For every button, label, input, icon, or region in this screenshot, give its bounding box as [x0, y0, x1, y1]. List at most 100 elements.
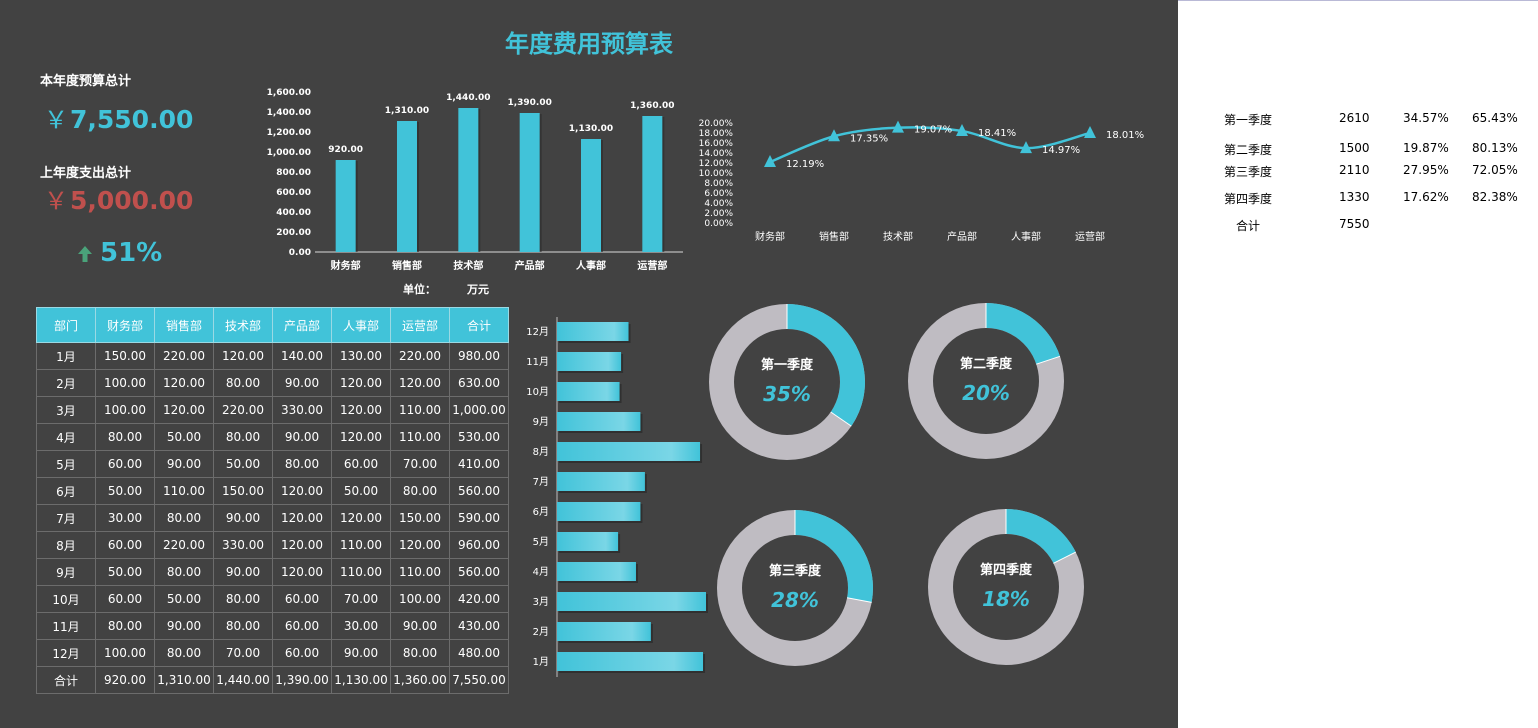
- table-cell: 1,130.00: [331, 666, 391, 694]
- quarter-value: 1330: [1339, 190, 1370, 204]
- table-cell: 980.00: [449, 342, 509, 370]
- table-cell: 110.00: [331, 531, 391, 559]
- quarter-donut-chart: [717, 510, 873, 666]
- bar: [557, 532, 619, 551]
- table-cell: 120.00: [154, 369, 214, 397]
- y-tick-label: 1月: [533, 656, 549, 668]
- donut-quarter-label: 第一季度: [760, 358, 813, 373]
- donut-percentage: 18%: [982, 587, 1030, 611]
- table-cell: 12月: [36, 639, 96, 667]
- table-cell: 50.00: [331, 477, 391, 505]
- donut-divider: [830, 411, 852, 427]
- table-cell: 50.00: [95, 558, 155, 586]
- table-cell: 50.00: [95, 477, 155, 505]
- table-cell: 90.00: [272, 423, 332, 451]
- bar: [557, 322, 629, 341]
- table-cell: 90.00: [154, 612, 214, 640]
- y-tick-label: 12月: [526, 326, 549, 338]
- y-tick-label: 11月: [526, 356, 549, 368]
- table-cell: 70.00: [390, 450, 450, 478]
- bar-data-label: 1,440.00: [446, 93, 490, 103]
- table-cell: 1,440.00: [213, 666, 273, 694]
- table-cell: 110.00: [331, 558, 391, 586]
- table-header-row: 部门 财务部 销售部 技术部 产品部 人事部 运营部 合计: [36, 307, 509, 343]
- table-cell: 70.00: [213, 639, 273, 667]
- quarter-value: 34.57%: [1403, 111, 1449, 125]
- donut-percentage: 35%: [763, 382, 811, 406]
- table-cell: 6月: [36, 477, 96, 505]
- donut-segment: [795, 510, 873, 603]
- unit-value: 万元: [467, 283, 489, 296]
- bar: [557, 622, 651, 641]
- quarter-name: 合计: [1236, 219, 1261, 233]
- table-cell: 11月: [36, 612, 96, 640]
- bar: [557, 382, 620, 401]
- point-data-label: 18.01%: [1106, 130, 1144, 141]
- table-cell: 220.00: [154, 531, 214, 559]
- table-cell: 150.00: [95, 342, 155, 370]
- bar-data-label: 1,310.00: [385, 106, 429, 116]
- triangle-marker: [892, 120, 904, 133]
- table-row: 8月 60.00 220.00 330.00 120.00 110.00 120.00 960…: [36, 531, 509, 559]
- table-cell: 60.00: [331, 450, 391, 478]
- table-row: 11月 80.00 90.00 80.00 60.00 30.00 90.00 430.00: [36, 612, 509, 640]
- table-cell: 100.00: [95, 369, 155, 397]
- y-tick-label: 8.00%: [704, 179, 733, 189]
- quarter-donut-chart: [709, 304, 865, 460]
- quarter-name: 第一季度: [1224, 113, 1273, 127]
- quarter-value: 2110: [1339, 163, 1370, 177]
- y-tick-label: 6月: [533, 506, 549, 518]
- quarter-value: 80.13%: [1472, 141, 1518, 155]
- table-row: 6月 50.00 110.00 150.00 120.00 50.00 80.00 560.0…: [36, 477, 509, 505]
- table-cell: 80.00: [154, 558, 214, 586]
- x-tick-label: 销售部: [392, 259, 422, 272]
- x-tick-label: 运营部: [1075, 230, 1105, 243]
- triangle-marker: [764, 155, 776, 168]
- table-cell: 30.00: [95, 504, 155, 532]
- table-cell: 410.00: [449, 450, 509, 478]
- donut-quarter-label: 第三季度: [768, 564, 821, 579]
- y-tick-label: 18.00%: [699, 129, 734, 139]
- donut-quarter-label: 第四季度: [979, 563, 1032, 578]
- table-cell: 60.00: [272, 639, 332, 667]
- quarter-name: 第二季度: [1224, 143, 1273, 157]
- y-tick-label: 4.00%: [704, 199, 733, 209]
- budget-total-value: ￥7,550.00: [44, 100, 193, 135]
- donut-percentage: 28%: [771, 588, 819, 612]
- page-title: 年度费用预算表: [505, 30, 673, 58]
- table-cell: 60.00: [272, 585, 332, 613]
- table-row: 3月 100.00 120.00 220.00 330.00 120.00 110.00 1,…: [36, 396, 509, 424]
- y-tick-label: 9月: [533, 416, 549, 428]
- column-header: 产品部: [272, 307, 332, 343]
- quarter-name: 第四季度: [1224, 192, 1273, 206]
- y-tick-label: 1,400.00: [267, 108, 311, 118]
- department-share-line-chart: 0.00%2.00%4.00%6.00%8.00%10.00%12.00%14.…: [699, 119, 1144, 243]
- table-cell: 330.00: [272, 396, 332, 424]
- y-tick-label: 0.00%: [704, 219, 733, 229]
- table-cell: 120.00: [272, 504, 332, 532]
- donut-divider: [1053, 551, 1076, 564]
- y-tick-label: 16.00%: [699, 139, 734, 149]
- y-tick-label: 800.00: [276, 168, 311, 178]
- table-cell: 80.00: [390, 477, 450, 505]
- column-header: 部门: [36, 307, 96, 343]
- table-cell: 100.00: [95, 396, 155, 424]
- y-tick-label: 400.00: [276, 208, 311, 218]
- bar: [557, 442, 701, 461]
- table-cell: 110.00: [390, 558, 450, 586]
- column-header: 技术部: [213, 307, 273, 343]
- table-cell: 90.00: [331, 639, 391, 667]
- bar: [557, 592, 706, 611]
- table-cell: 90.00: [213, 504, 273, 532]
- table-cell: 220.00: [213, 396, 273, 424]
- table-cell: 120.00: [390, 369, 450, 397]
- table-row: 10月 60.00 50.00 80.00 60.00 70.00 100.00 420.00: [36, 585, 509, 613]
- table-cell: 70.00: [331, 585, 391, 613]
- table-cell: 80.00: [154, 504, 214, 532]
- bar: [519, 113, 540, 252]
- table-cell: 1,360.00: [390, 666, 450, 694]
- table-cell: 120.00: [272, 477, 332, 505]
- donut-divider: [1036, 355, 1061, 365]
- quarter-name: 第三季度: [1224, 165, 1273, 179]
- table-cell: 3月: [36, 396, 96, 424]
